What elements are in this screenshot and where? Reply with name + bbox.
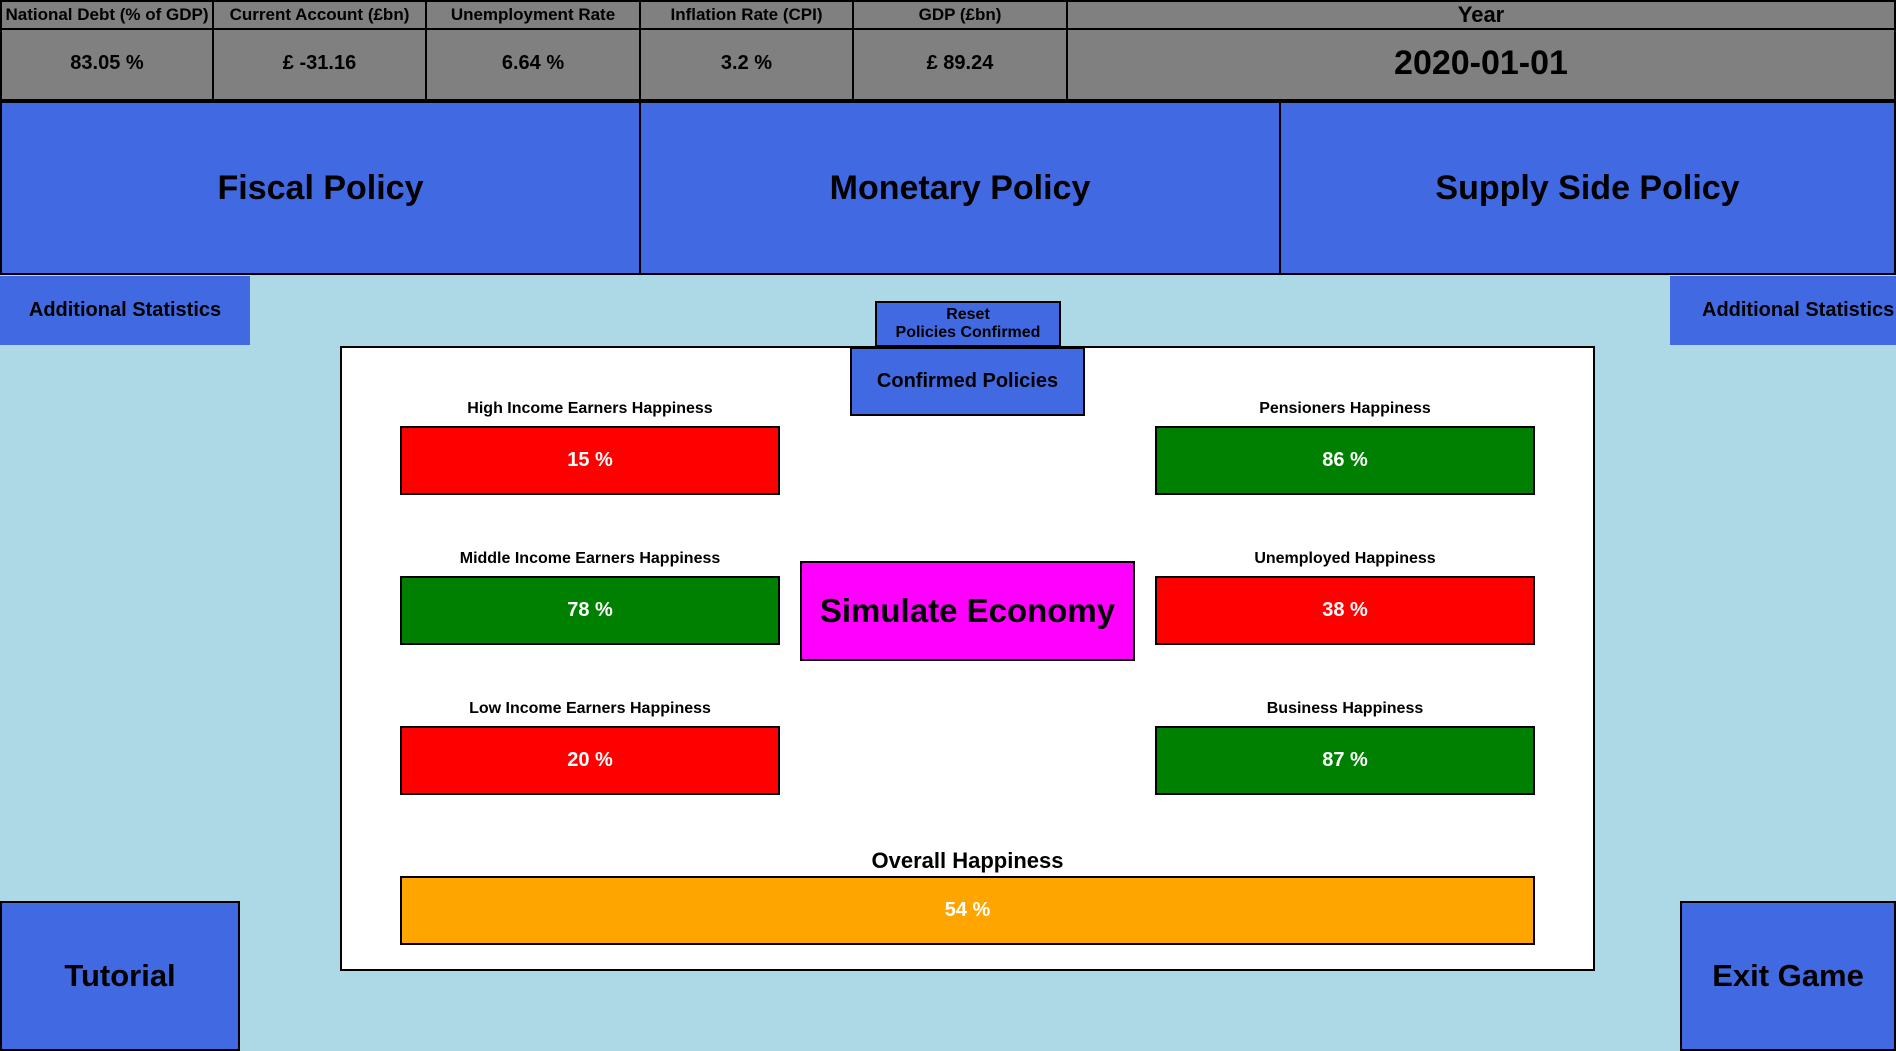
pensioners-happiness-bar: 86 % <box>1155 426 1535 495</box>
simulate-economy-button[interactable]: Simulate Economy <box>800 561 1135 661</box>
middle-income-happiness-bar: 78 % <box>400 576 780 645</box>
overall-happiness-label: Overall Happiness <box>871 848 1064 873</box>
inflation-rate-stat: Inflation Rate (CPI) 3.2 % <box>639 0 854 101</box>
exit-game-button[interactable]: Exit Game <box>1680 901 1896 1051</box>
current-account-label: Current Account (£bn) <box>214 2 425 30</box>
high-income-happiness-bar: 15 % <box>400 426 780 495</box>
current-account-stat: Current Account (£bn) £ -31.16 <box>212 0 427 101</box>
fiscal-policy-button[interactable]: Fiscal Policy <box>0 101 641 275</box>
current-account-value: £ -31.16 <box>282 52 357 74</box>
additional-statistics-right-button[interactable]: Additional Statistics <box>1670 276 1896 345</box>
policies-confirmed-label: Policies Confirmed <box>895 324 1041 341</box>
unemployed-happiness-label: Unemployed Happiness <box>1254 550 1436 567</box>
supply-side-policy-button[interactable]: Supply Side Policy <box>1279 101 1896 275</box>
gdp-value: £ 89.24 <box>926 52 994 74</box>
high-income-happiness-label: High Income Earners Happiness <box>467 400 713 417</box>
unemployed-happiness-bar: 38 % <box>1155 576 1535 645</box>
reset-label: Reset <box>946 306 990 323</box>
reset-policies-button[interactable]: Reset Policies Confirmed <box>875 301 1061 347</box>
business-happiness-bar: 87 % <box>1155 726 1535 795</box>
inflation-rate-value: 3.2 % <box>720 52 773 74</box>
year-value: 2020-01-01 <box>1394 44 1568 82</box>
national-debt-label: National Debt (% of GDP) <box>2 2 212 30</box>
confirmed-policies-button[interactable]: Confirmed Policies <box>850 347 1085 416</box>
monetary-policy-button[interactable]: Monetary Policy <box>639 101 1281 275</box>
business-happiness-label: Business Happiness <box>1266 700 1424 717</box>
inflation-rate-label: Inflation Rate (CPI) <box>641 2 852 30</box>
low-income-happiness-label: Low Income Earners Happiness <box>469 700 711 717</box>
unemployment-rate-value: 6.64 % <box>501 52 565 74</box>
tutorial-button[interactable]: Tutorial <box>0 901 240 1051</box>
overall-happiness-bar: 54 % <box>400 876 1535 945</box>
unemployment-rate-label: Unemployment Rate <box>427 2 639 30</box>
gdp-label: GDP (£bn) <box>854 2 1066 30</box>
year-label: Year <box>1068 2 1894 30</box>
additional-statistics-left-button[interactable]: Additional Statistics <box>0 276 250 345</box>
low-income-happiness-bar: 20 % <box>400 726 780 795</box>
national-debt-value: 83.05 % <box>70 52 144 74</box>
gdp-stat: GDP (£bn) £ 89.24 <box>852 0 1068 101</box>
national-debt-stat: National Debt (% of GDP) 83.05 % <box>0 0 214 101</box>
middle-income-happiness-label: Middle Income Earners Happiness <box>459 550 721 567</box>
year-stat: Year 2020-01-01 <box>1066 0 1896 101</box>
unemployment-rate-stat: Unemployment Rate 6.64 % <box>425 0 641 101</box>
pensioners-happiness-label: Pensioners Happiness <box>1259 400 1431 417</box>
